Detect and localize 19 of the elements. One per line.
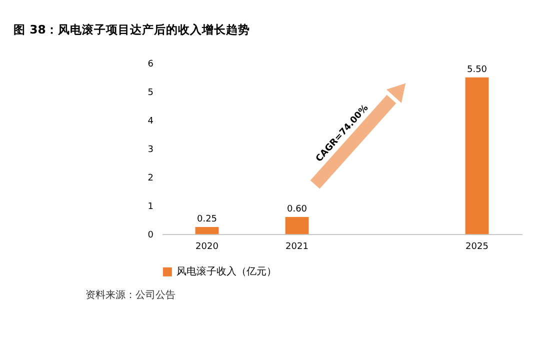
chart-title: 图 38：风电滚子项目达产后的收入增长趋势 [14,22,250,36]
x-tick-label: 2021 [286,242,308,252]
data-label: 0.60 [286,204,308,215]
text: 资料来源：公司公告 [86,289,176,301]
y-tick-label: 4 [148,116,154,126]
y-tick-label: 3 [148,144,154,155]
x-tick-label: 2025 [466,242,488,252]
x-tick-label: 2020 [196,242,219,252]
y-tick-label: 5 [148,88,154,98]
y-tick-label: 6 [148,59,154,70]
y-tick-label: 0 [148,230,154,240]
y-tick-label: 1 [148,202,154,212]
data-label: 0.25 [196,214,218,225]
y-tick-label: 2 [148,173,154,184]
bar [195,226,219,234]
data-label: 5.50 [466,64,488,75]
bar [465,77,489,234]
bar [285,217,309,234]
legend-label: 风电滚子收入（亿元） [176,266,276,278]
